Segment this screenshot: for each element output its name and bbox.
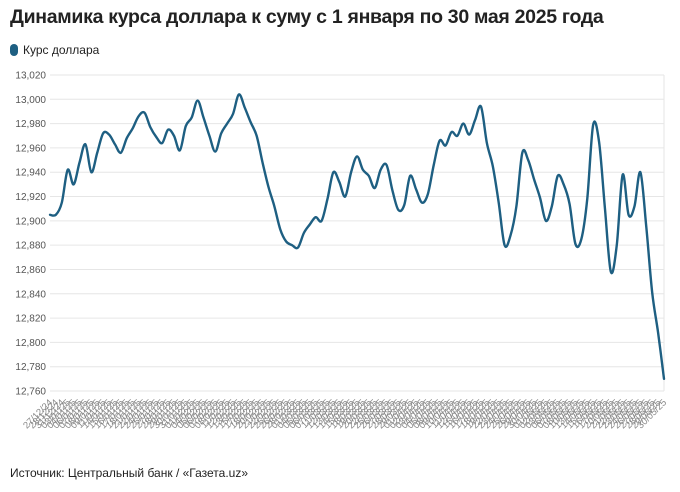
legend-swatch bbox=[10, 44, 18, 56]
legend-label: Курс доллара bbox=[23, 43, 100, 57]
y-tick-label: 12,920 bbox=[15, 192, 46, 203]
gridlines bbox=[50, 74, 665, 392]
y-tick-label: 12,780 bbox=[15, 362, 46, 373]
chart-legend[interactable]: Курс доллара bbox=[10, 43, 99, 57]
source-note: Источник: Центральный банк / «Газета.uz» bbox=[10, 466, 249, 480]
y-tick-label: 12,980 bbox=[15, 119, 46, 130]
y-tick-label: 13,020 bbox=[15, 71, 46, 82]
series-line-usd-rate[interactable] bbox=[48, 93, 666, 381]
y-tick-label: 12,960 bbox=[15, 143, 46, 154]
y-tick-label: 12,860 bbox=[15, 265, 46, 276]
x-axis: 27/12/2428/12/2431/12/2403/01/2504/01/25… bbox=[21, 397, 669, 431]
y-tick-label: 12,880 bbox=[15, 241, 46, 252]
y-axis: 12,760 12,780 12,800 12,820 12,840 12,860 12,8… bbox=[15, 71, 46, 398]
y-tick-label: 12,900 bbox=[15, 216, 46, 227]
y-tick-label: 12,800 bbox=[15, 338, 46, 349]
y-tick-label: 13,000 bbox=[15, 95, 46, 106]
chart-title: Динамика курса доллара к суму с 1 января… bbox=[10, 6, 604, 28]
y-tick-label: 12,760 bbox=[15, 387, 46, 398]
series-layer bbox=[48, 93, 666, 381]
y-tick-label: 12,840 bbox=[15, 289, 46, 300]
y-tick-label: 12,820 bbox=[15, 314, 46, 325]
y-tick-label: 12,940 bbox=[15, 168, 46, 179]
